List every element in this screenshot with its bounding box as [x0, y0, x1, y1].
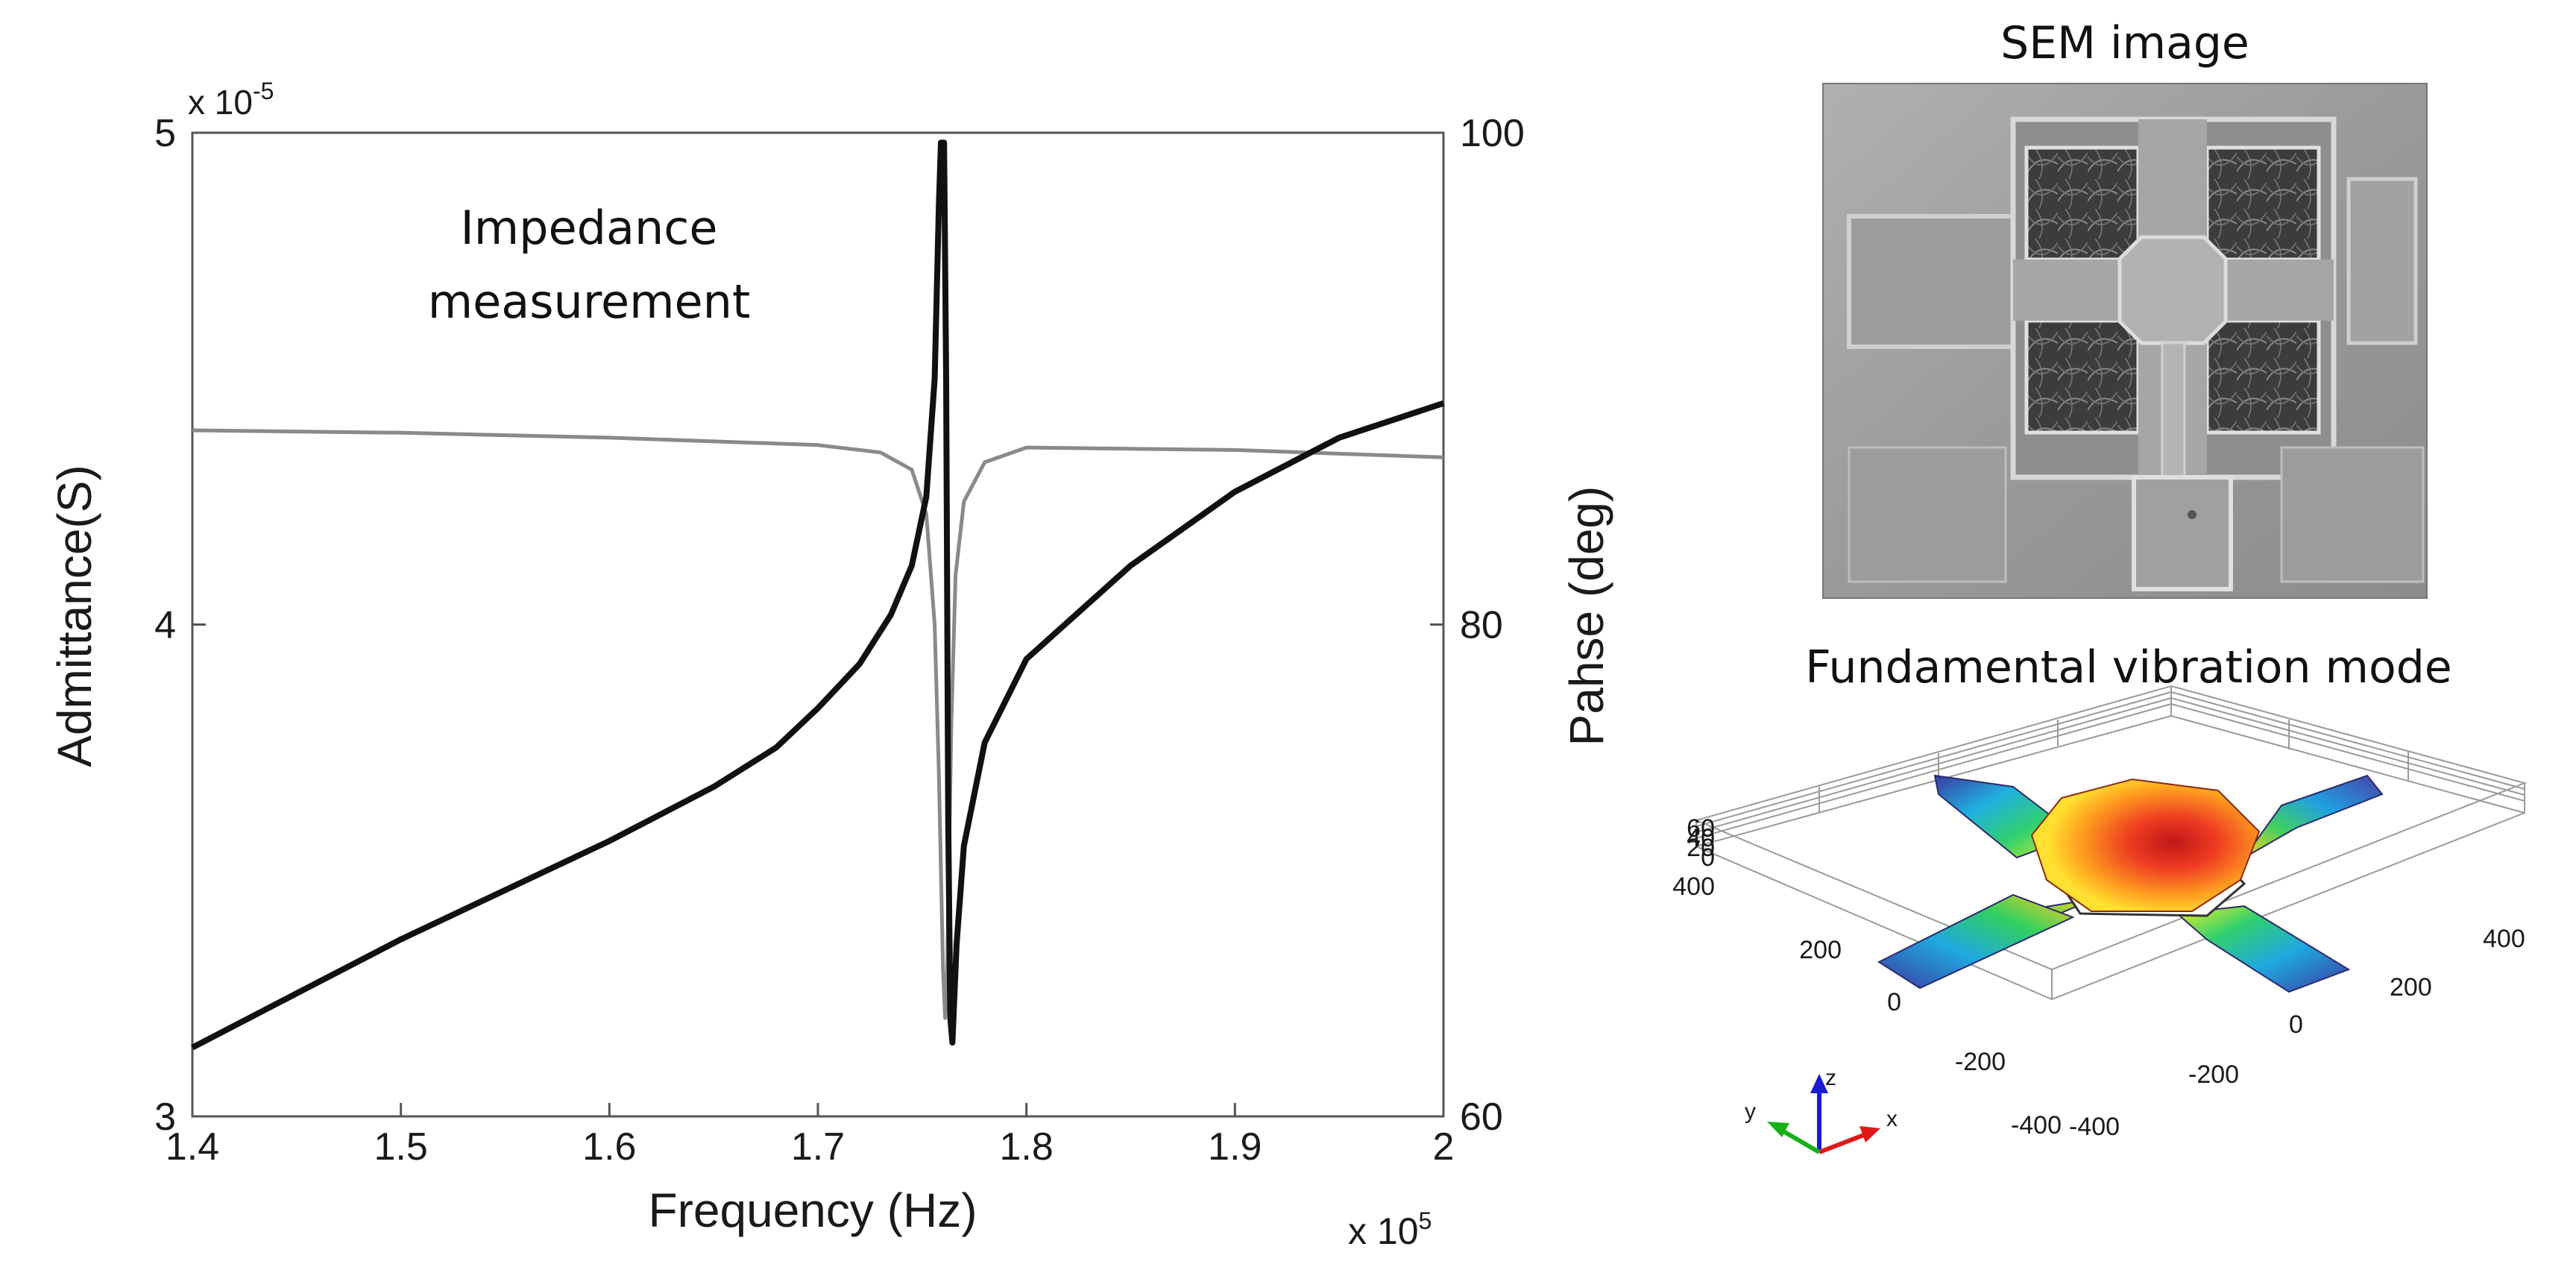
z-tick-20: 20 — [1687, 834, 1715, 862]
admittance-series-line — [191, 139, 1445, 1051]
impedance-chart: 1.4 1.5 1.6 1.7 1.8 1.9 2 3 4 5 60 80 100 Impedanc… — [48, 78, 1613, 1252]
sem-title: SEM image — [2000, 17, 2249, 69]
x-tick-label: 1.9 — [1208, 1125, 1262, 1169]
plot-frame — [191, 131, 1445, 1118]
y2-tick-label: 60 — [1460, 1095, 1503, 1139]
z-tick-40: 40 — [1687, 824, 1715, 852]
y-tick-400: 400 — [1672, 873, 1715, 901]
y-tick-200: 200 — [1799, 936, 1842, 964]
x-tick-neg400: -400 — [2069, 1113, 2120, 1141]
x-tick-label: 1.8 — [1000, 1125, 1054, 1169]
triad-y-label: y — [1745, 1099, 1756, 1124]
y-tick-label: 5 — [154, 112, 176, 155]
x-tick-label: 1.4 — [166, 1125, 219, 1169]
x-axis-ticks: 1.4 1.5 1.6 1.7 1.8 1.9 2 — [166, 1103, 1455, 1169]
y-tick-label: 4 — [154, 604, 176, 647]
mode-axis-ticks: 60 40 20 0 400 200 0 -200 -400 400 200 0… — [1672, 814, 2525, 1141]
y2-tick-label: 100 — [1460, 112, 1525, 155]
vibration-mode-panel: Fundamental vibration mode — [1672, 641, 2528, 1154]
axis-triad: z x y — [1745, 1066, 1898, 1154]
mode-title: Fundamental vibration mode — [1805, 641, 2451, 694]
x-multiplier-label: x 105 — [1348, 1207, 1432, 1252]
y-axis-label: Admittance(S) — [48, 465, 101, 767]
series-layer — [191, 139, 1445, 1051]
x-tick-label: 1.7 — [791, 1125, 845, 1169]
y-tick-0: 0 — [1887, 988, 1901, 1016]
y-tick-neg400: -400 — [2011, 1111, 2062, 1139]
y2-axis-label: Pahse (deg) — [1560, 486, 1613, 746]
x-axis-label: Frequency (Hz) — [649, 1183, 977, 1237]
x-tick-0: 0 — [2289, 1010, 2303, 1039]
x-tick-label: 1.5 — [374, 1125, 428, 1169]
phase-series-line — [192, 428, 1444, 1020]
x-tick-400: 400 — [2483, 925, 2525, 953]
y-axis-ticks: 3 4 5 — [154, 112, 206, 1139]
sem-micrograph — [1822, 83, 2428, 599]
x-tick-neg200: -200 — [2188, 1060, 2239, 1089]
x-tick-label: 1.6 — [582, 1125, 636, 1169]
sem-image-panel: SEM image — [1822, 17, 2428, 599]
annotation-line-1: Impedance — [460, 201, 717, 255]
triad-z-label: z — [1825, 1066, 1836, 1090]
mode-3d-box — [1695, 685, 2528, 1001]
y2-axis-ticks: 60 80 100 — [1430, 112, 1525, 1139]
y-multiplier-label: x 10-5 — [188, 78, 274, 122]
y2-tick-label: 80 — [1460, 604, 1503, 647]
z-tick-60: 60 — [1687, 814, 1715, 843]
y-tick-label: 3 — [154, 1095, 176, 1139]
triad-x-label: x — [1886, 1107, 1898, 1131]
x-tick-label: 2 — [1433, 1125, 1455, 1169]
y-tick-neg200: -200 — [1955, 1048, 2006, 1076]
x-tick-200: 200 — [2390, 973, 2432, 1002]
mode-plate — [1877, 774, 2384, 993]
annotation-line-2: measurement — [428, 274, 751, 329]
z-tick-0: 0 — [1701, 843, 1715, 872]
